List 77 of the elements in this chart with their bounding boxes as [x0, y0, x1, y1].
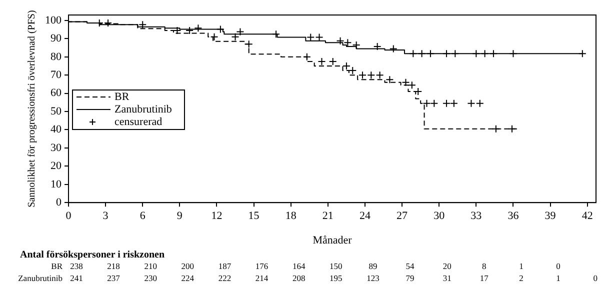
- point: [216, 25, 224, 34]
- point: [194, 24, 202, 32]
- point: [508, 124, 516, 133]
- point: [352, 41, 360, 50]
- point: [418, 50, 426, 58]
- point: [442, 99, 451, 108]
- point: [386, 76, 394, 84]
- point: [450, 99, 458, 108]
- y-tick-label: 100: [45, 14, 62, 26]
- x-tick-label: 3: [102, 210, 109, 222]
- point: [389, 44, 398, 53]
- point: [344, 38, 352, 47]
- x-axis-title: Månader: [312, 234, 352, 246]
- x-tick-label: 15: [248, 210, 260, 222]
- point: [509, 50, 518, 58]
- x-tick-label: 33: [470, 210, 482, 222]
- x-tick-label: 9: [176, 210, 183, 222]
- x-tick-label: 24: [359, 210, 371, 222]
- point: [315, 33, 324, 42]
- legend-label: BR: [114, 90, 130, 103]
- point: [231, 32, 240, 41]
- point: [138, 20, 147, 29]
- point: [358, 71, 367, 80]
- point: [422, 99, 431, 108]
- point: [272, 30, 280, 38]
- x-tick-label: 42: [582, 210, 593, 222]
- point: [430, 99, 438, 108]
- text: Zanubrutinib 241 237 230 224 222 214 208 195 123 79 31 17 2 1 0: [18, 273, 598, 284]
- point: [186, 26, 194, 34]
- point: [173, 26, 182, 34]
- x-tick-label: 30: [434, 210, 446, 222]
- point: [442, 50, 451, 58]
- x-tick-label: 18: [285, 210, 297, 222]
- y-tick-label: 0: [56, 196, 62, 208]
- x-tick-label: 39: [544, 210, 556, 222]
- y-tick-label: 80: [50, 50, 62, 63]
- point: [376, 71, 384, 80]
- y-tick-label: 70: [50, 68, 62, 81]
- y-tick-label: 40: [50, 124, 62, 136]
- point: [328, 57, 337, 66]
- x-tick-label: 21: [322, 210, 334, 222]
- text: Antal försökspersoner i riskzonen: [20, 250, 165, 261]
- y-tick-label: 60: [50, 87, 62, 100]
- point: [336, 36, 344, 45]
- x-tick-label: 12: [211, 210, 222, 222]
- y-axis-title: Sannolikhet för progressionsfri överlevnad (PFS): [26, 10, 38, 208]
- x-tick-label: 36: [508, 210, 520, 222]
- point: [409, 50, 418, 58]
- y-tick-label: 90: [50, 32, 62, 45]
- point: [578, 50, 586, 58]
- point: [306, 33, 315, 42]
- legend-label: censurerad: [114, 116, 163, 128]
- point: [472, 50, 480, 58]
- point: [476, 99, 484, 108]
- point: [236, 28, 244, 36]
- point: [426, 50, 434, 58]
- legend-label: Zanubrutinib: [114, 103, 172, 116]
- point: [451, 50, 460, 58]
- text: BR 238 218 210 200 187 176 164 150 89 54 20 8 1 0: [51, 261, 560, 272]
- point: [244, 40, 253, 48]
- point: [492, 124, 500, 133]
- point: [373, 42, 382, 51]
- point: [104, 19, 112, 28]
- point: [318, 57, 326, 66]
- y-tick-label: 30: [50, 142, 62, 154]
- y-tick-label: 50: [50, 105, 62, 118]
- point: [210, 32, 218, 41]
- point: [467, 99, 476, 108]
- point: [367, 71, 376, 80]
- point: [480, 50, 489, 58]
- point: [489, 50, 498, 58]
- x-tick-label: 27: [396, 210, 408, 222]
- y-tick-label: 20: [50, 160, 62, 172]
- y-tick-label: 10: [50, 178, 62, 190]
- point: [302, 52, 311, 61]
- x-tick-label: 0: [66, 210, 72, 222]
- x-tick-label: 6: [140, 210, 146, 222]
